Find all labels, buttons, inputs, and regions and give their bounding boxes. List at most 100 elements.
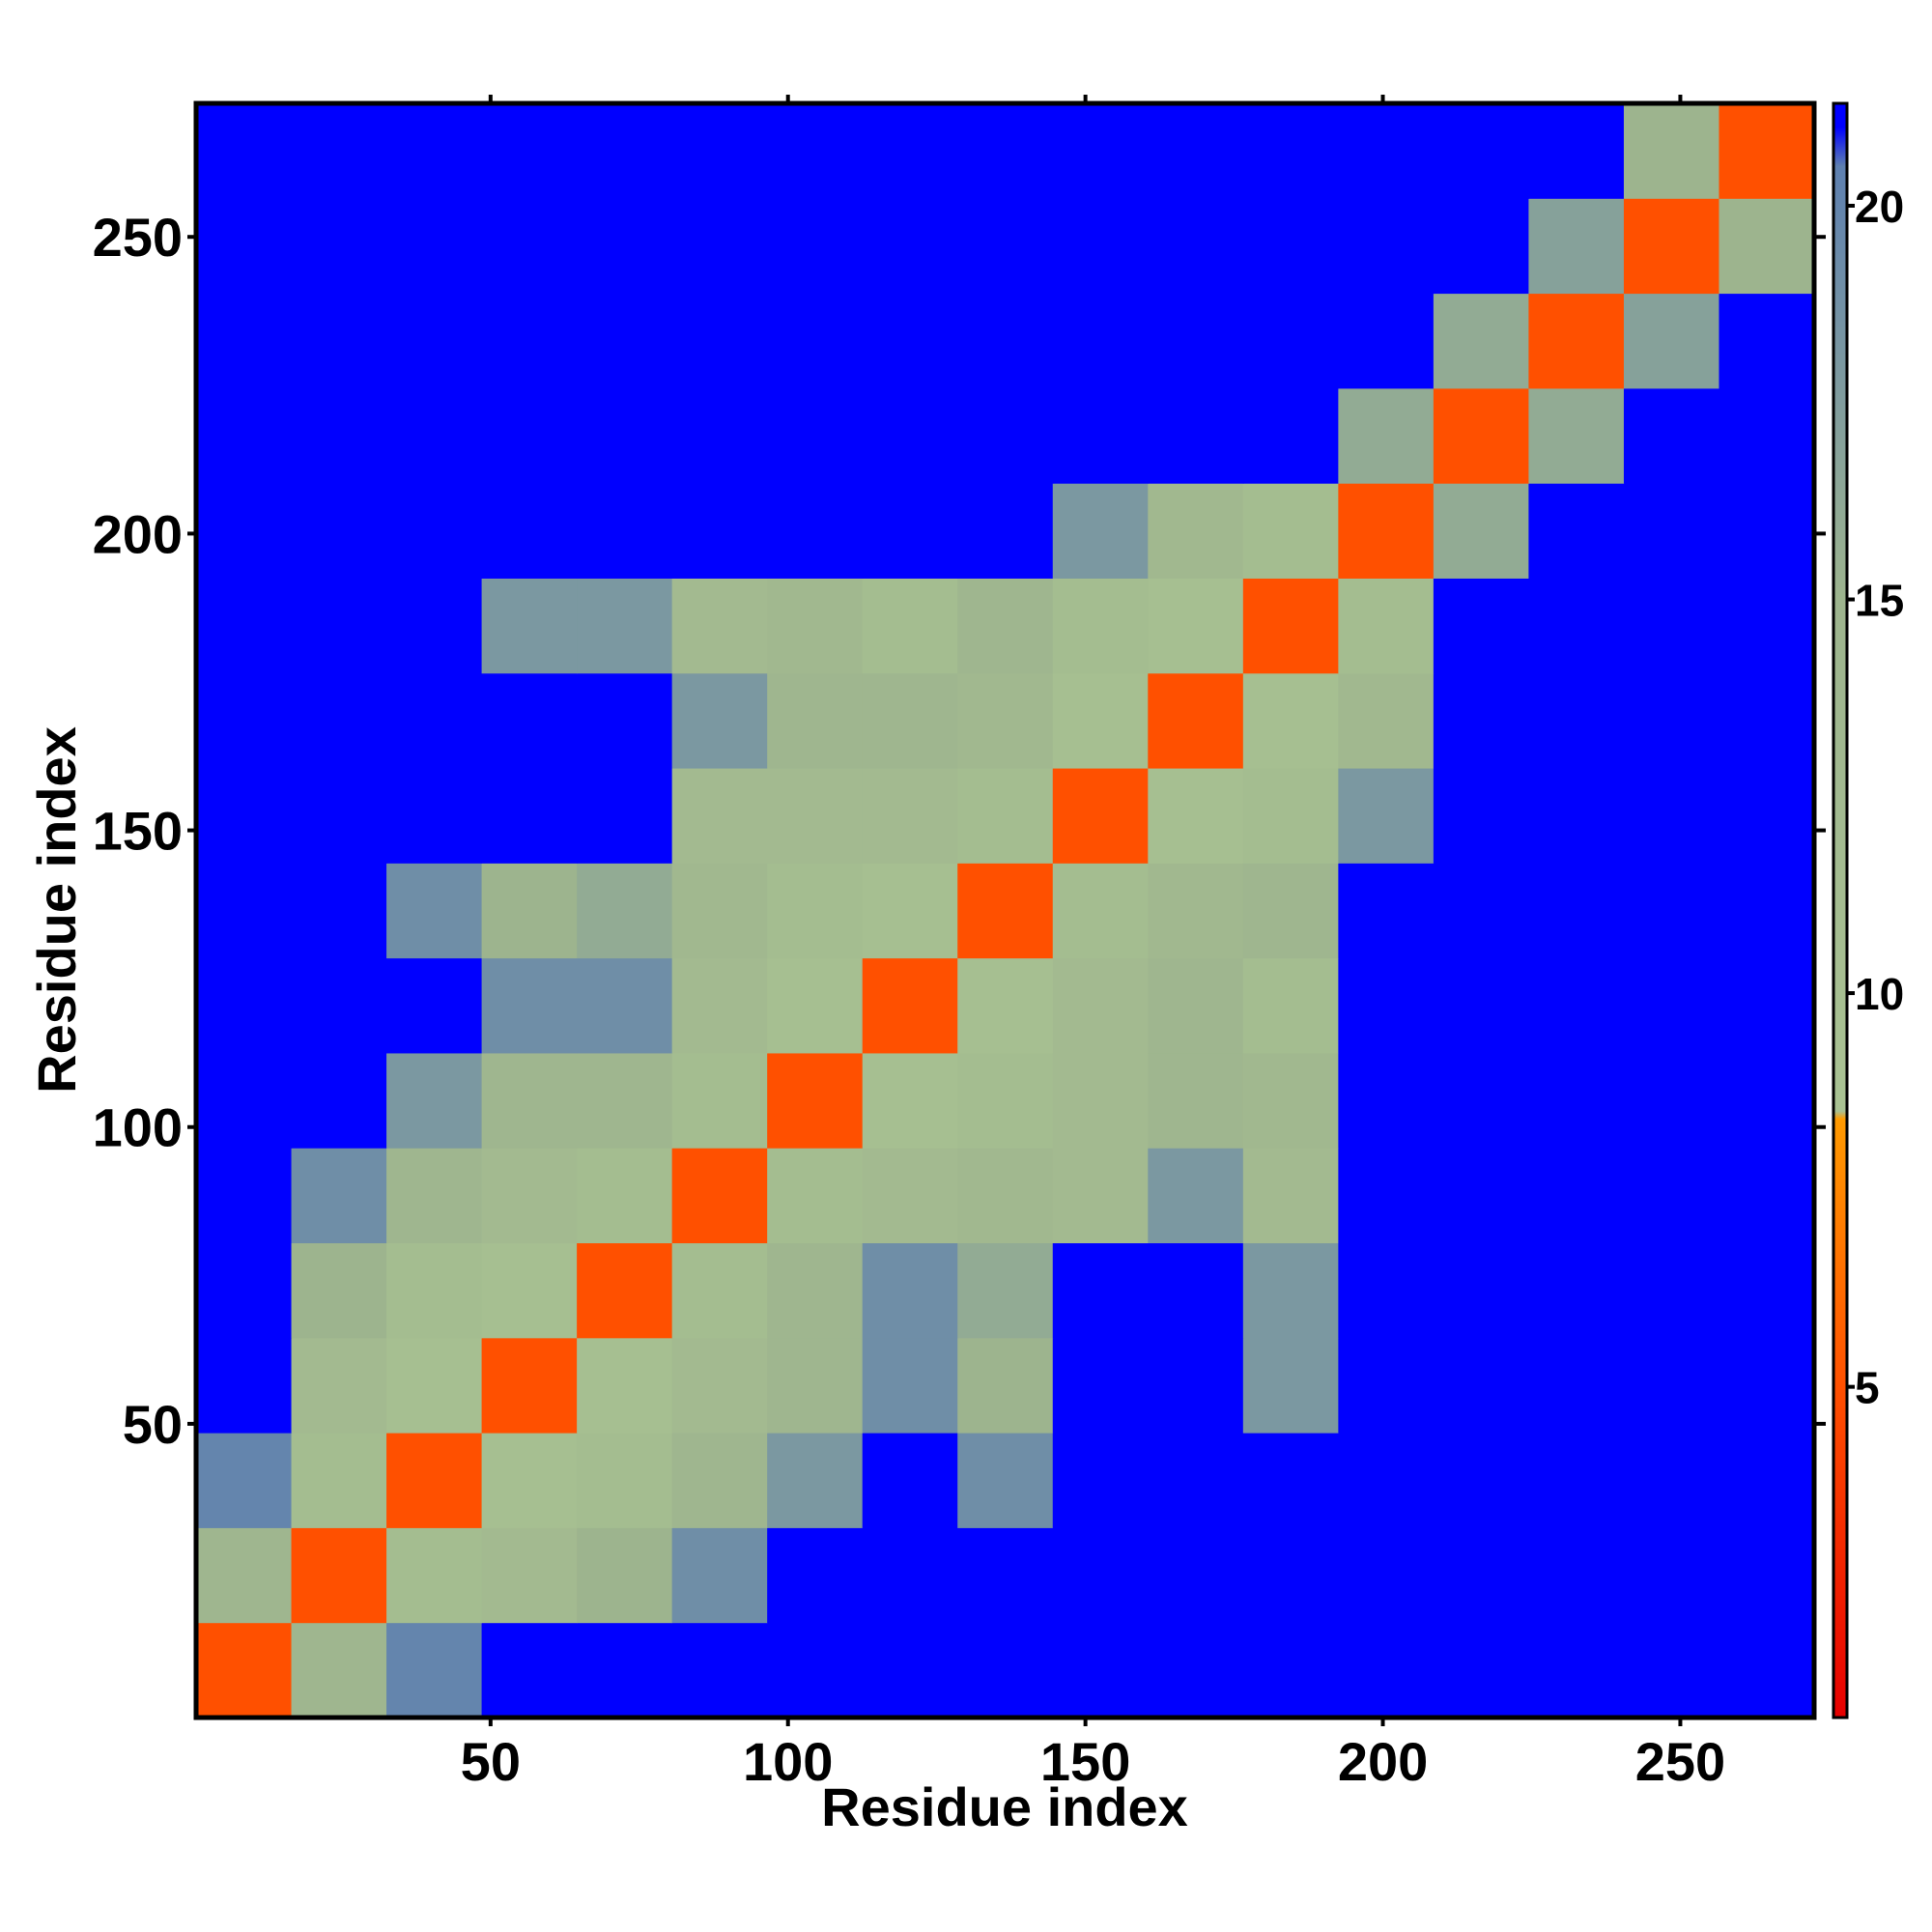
heatmap-cell	[196, 957, 293, 1054]
heatmap-cell	[1623, 578, 1719, 674]
heatmap-cell	[862, 863, 958, 959]
heatmap-cell	[577, 1242, 673, 1339]
heatmap-cell	[386, 483, 483, 579]
heatmap-cell	[1242, 1622, 1339, 1719]
heatmap-cell	[1719, 672, 1815, 769]
colorbar	[1832, 101, 1849, 1719]
heatmap-cell	[862, 387, 958, 484]
heatmap-cell	[1242, 293, 1339, 389]
heatmap-cell	[1433, 863, 1529, 959]
heatmap-cell	[196, 1052, 293, 1149]
heatmap-cell	[1433, 578, 1529, 674]
heatmap-cell	[671, 387, 768, 484]
heatmap-cell	[1433, 198, 1529, 295]
heatmap-cell	[1242, 578, 1339, 674]
heatmap-cell	[1148, 483, 1244, 579]
heatmap-cell	[577, 483, 673, 579]
heatmap-cell	[1052, 578, 1149, 674]
colorbar-tick-label: 15	[1855, 576, 1904, 626]
heatmap-cell	[577, 1148, 673, 1244]
heatmap-cell	[1052, 387, 1149, 484]
heatmap-cell	[1719, 957, 1815, 1054]
heatmap-cell	[1528, 1148, 1625, 1244]
heatmap-cell	[1433, 387, 1529, 484]
heatmap-cell	[1148, 1337, 1244, 1434]
heatmap-cell	[1528, 103, 1625, 199]
heatmap-cell	[291, 957, 387, 1054]
heatmap-cell	[196, 863, 293, 959]
heatmap-cell	[196, 1148, 293, 1244]
heatmap-cell	[767, 1337, 864, 1434]
heatmap-cell	[671, 1052, 768, 1149]
heatmap-cell	[577, 103, 673, 199]
heatmap-cell	[1528, 1337, 1625, 1434]
heatmap-cell	[957, 957, 1054, 1054]
heatmap-cell	[1719, 768, 1815, 864]
heatmap-cell	[196, 103, 293, 199]
heatmap-cell	[1433, 1433, 1529, 1528]
heatmap-cell	[1719, 1337, 1815, 1434]
heatmap-cell	[481, 578, 578, 674]
heatmap-cell	[767, 768, 864, 864]
heatmap-cell	[1148, 1242, 1244, 1339]
heatmap-cell	[862, 1433, 958, 1528]
heatmap-cell	[1242, 387, 1339, 484]
heatmap-cell	[1623, 1527, 1719, 1624]
heatmap-cell	[1623, 1622, 1719, 1719]
heatmap-cell	[1148, 1148, 1244, 1244]
heatmap-cell	[767, 103, 864, 199]
heatmap-cell	[481, 1337, 578, 1434]
x-tick-label: 150	[1040, 1731, 1130, 1792]
y-tick-label: 50	[123, 1394, 183, 1455]
heatmap-cell	[957, 198, 1054, 295]
heatmap-cell	[1338, 863, 1435, 959]
heatmap-cell	[386, 1148, 483, 1244]
heatmap-cell	[481, 672, 578, 769]
heatmap-cell	[1719, 103, 1815, 199]
heatmap-cell	[1242, 1337, 1339, 1434]
heatmap-cell	[1052, 1433, 1149, 1528]
heatmap-cell	[1338, 387, 1435, 484]
heatmap-cell	[1433, 1622, 1529, 1719]
heatmap-cell	[481, 1242, 578, 1339]
heatmap-cell	[1148, 672, 1244, 769]
heatmap-cell	[957, 1052, 1054, 1149]
heatmap-cell	[196, 1242, 293, 1339]
heatmap-cell	[1148, 1052, 1244, 1149]
heatmap-cell	[577, 672, 673, 769]
heatmap-cell	[1433, 672, 1529, 769]
heatmap-cell	[1052, 1052, 1149, 1149]
heatmap-cell	[767, 1148, 864, 1244]
heatmap-cell	[1242, 672, 1339, 769]
heatmap-cell	[481, 1052, 578, 1149]
heatmap-cell	[481, 103, 578, 199]
heatmap-cell	[481, 293, 578, 389]
heatmap-cell	[957, 1433, 1054, 1528]
heatmap-cell	[1528, 293, 1625, 389]
heatmap-cell	[1148, 103, 1244, 199]
heatmap-cell	[862, 1242, 958, 1339]
x-tick-label: 200	[1338, 1731, 1428, 1792]
heatmap-cell	[386, 1527, 483, 1624]
heatmap-cell	[1433, 1052, 1529, 1149]
y-tick-label: 100	[93, 1097, 183, 1158]
heatmap-cell	[1242, 198, 1339, 295]
heatmap-cell	[1338, 103, 1435, 199]
heatmap-cell	[196, 1337, 293, 1434]
heatmap-cell	[1433, 103, 1529, 199]
heatmap-cell	[481, 1622, 578, 1719]
heatmap-cell	[1338, 578, 1435, 674]
heatmap-cell	[1528, 768, 1625, 864]
heatmap-cell	[481, 483, 578, 579]
colorbar-tick-label: 5	[1855, 1363, 1880, 1413]
heatmap-cell	[671, 483, 768, 579]
heatmap-cell	[291, 293, 387, 389]
heatmap-cell	[767, 1527, 864, 1624]
heatmap-cell	[577, 1433, 673, 1528]
heatmap-cell	[1338, 957, 1435, 1054]
heatmap-cell	[196, 387, 293, 484]
heatmap-cell	[862, 1052, 958, 1149]
heatmap-cell	[481, 957, 578, 1054]
heatmap-cell	[481, 1148, 578, 1244]
heatmap-cell	[1623, 863, 1719, 959]
